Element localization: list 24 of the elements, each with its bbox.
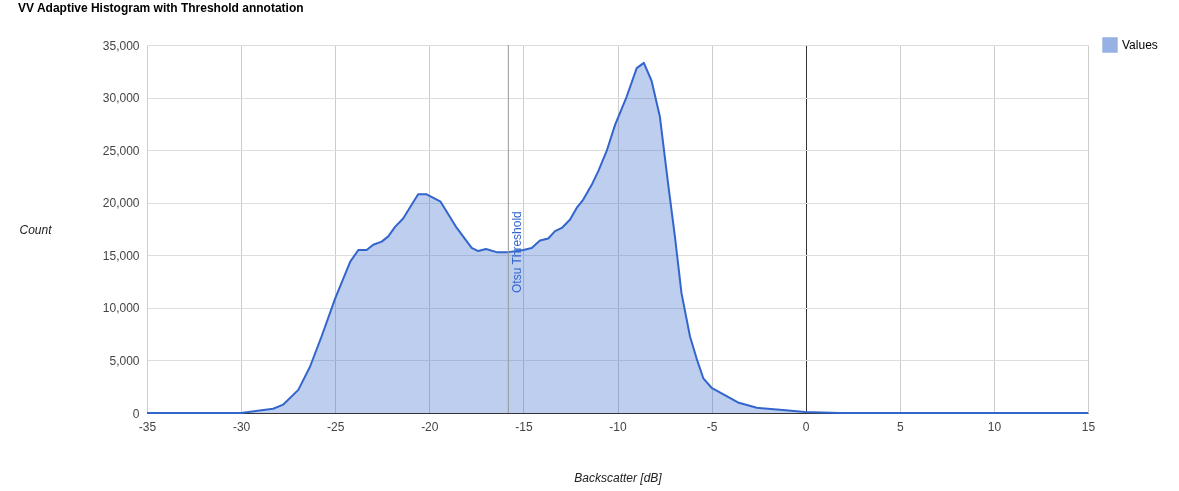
y-tick-label: 25,000	[102, 143, 140, 158]
y-tick-label: 5,000	[109, 353, 140, 368]
x-tick-label: -20	[421, 419, 439, 434]
x-axis-title: Backscatter [dB]	[574, 470, 663, 485]
y-tick-label: 10,000	[102, 301, 140, 316]
y-tick-label: 30,000	[102, 91, 140, 106]
x-tick-label: 10	[987, 419, 1002, 434]
x-tick-label: -25	[327, 419, 345, 434]
ref-line-label: Otsu Threshold	[510, 211, 525, 294]
y-tick-label: 15,000	[102, 248, 140, 263]
x-tick-label: -10	[609, 419, 627, 434]
x-tick-label: 5	[896, 419, 904, 434]
x-tick-label: 0	[802, 419, 810, 434]
chart-title: VV Adaptive Histogram with Threshold annotation	[18, 1, 304, 15]
legend-label: Values	[1122, 38, 1158, 52]
x-tick-label: -15	[515, 419, 533, 434]
y-tick-label: 0	[132, 406, 140, 421]
y-tick-label: 35,000	[102, 38, 140, 53]
x-tick-label: -35	[138, 419, 157, 434]
x-tick-label: 15	[1081, 419, 1096, 434]
y-tick-label: 20,000	[102, 196, 140, 211]
x-tick-label: -30	[232, 419, 251, 434]
y-axis-title: Count	[19, 222, 53, 237]
x-tick-label: -5	[706, 419, 718, 434]
